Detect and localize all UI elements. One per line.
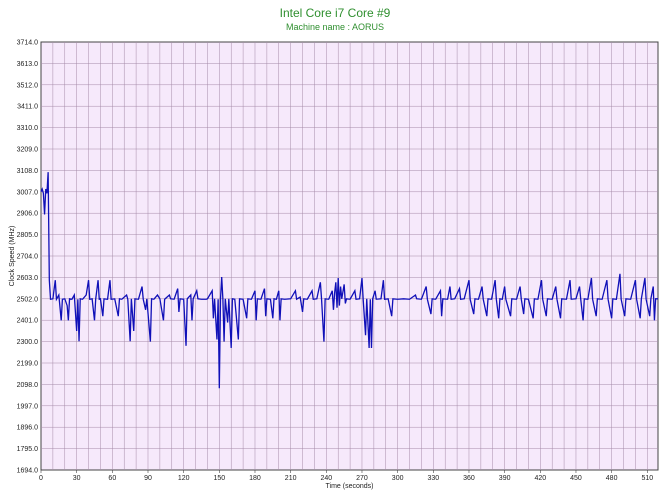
x-tick-label: 210 <box>285 475 297 482</box>
x-tick-label: 510 <box>641 475 653 482</box>
x-tick-label: 390 <box>499 475 511 482</box>
chart-title: Intel Core i7 Core #9 <box>279 6 391 20</box>
y-axis-ticks: 3714.0 3613.0 3512.0 3411.0 3310.0 3209.0 3108… <box>17 40 39 475</box>
chart-subtitle: Machine name : AORUS <box>285 22 385 32</box>
y-tick-label: 3714.0 <box>17 40 39 47</box>
x-tick-label: 360 <box>463 475 475 482</box>
x-tick-label: 270 <box>356 475 368 482</box>
series-line <box>40 172 658 389</box>
x-tick-label: 60 <box>108 475 116 482</box>
y-tick-label: 2502.0 <box>17 296 39 303</box>
y-tick-label: 1694.0 <box>17 468 39 475</box>
y-tick-label: 3613.0 <box>17 61 39 68</box>
x-tick-label: 30 <box>73 475 81 482</box>
x-tick-label: 420 <box>534 475 546 482</box>
x-tick-label: 450 <box>570 475 582 482</box>
y-tick-label: 1997.0 <box>17 403 39 410</box>
y-tick-label: 2603.0 <box>17 275 39 282</box>
y-tick-label: 2098.0 <box>17 382 39 389</box>
x-tick-label: 150 <box>213 475 225 482</box>
x-axis-label: Time (seconds) <box>326 483 374 490</box>
x-tick-label: 180 <box>249 475 261 482</box>
y-tick-label: 3411.0 <box>17 104 38 111</box>
grid-lines <box>41 42 658 470</box>
x-tick-label: 0 <box>39 475 43 482</box>
y-tick-label: 2906.0 <box>17 211 39 218</box>
y-tick-label: 3007.0 <box>17 189 39 196</box>
x-tick-label: 120 <box>178 475 190 482</box>
x-tick-label: 480 <box>606 475 618 482</box>
y-axis-label: Clock Speed (MHz) <box>9 226 16 287</box>
y-tick-label: 3108.0 <box>17 168 39 175</box>
x-tick-label: 330 <box>427 475 439 482</box>
y-tick-label: 2704.0 <box>17 254 39 261</box>
y-tick-label: 3310.0 <box>17 125 39 132</box>
y-tick-label: 2300.0 <box>17 339 39 346</box>
y-tick-label: 2199.0 <box>17 361 39 368</box>
y-tick-label: 1795.0 <box>17 446 39 453</box>
x-tick-label: 90 <box>144 475 152 482</box>
y-tick-label: 3512.0 <box>17 82 39 89</box>
x-tick-label: 240 <box>320 475 332 482</box>
y-tick-label: 2401.0 <box>17 318 39 325</box>
y-tick-label: 1896.0 <box>17 425 39 432</box>
x-axis-ticks: 0 30 60 90 120 150 180 210 240 270 300 330 360 390 420… <box>39 470 653 482</box>
x-tick-label: 300 <box>392 475 404 482</box>
y-tick-label: 2805.0 <box>17 232 39 239</box>
y-tick-label: 3209.0 <box>17 147 39 154</box>
